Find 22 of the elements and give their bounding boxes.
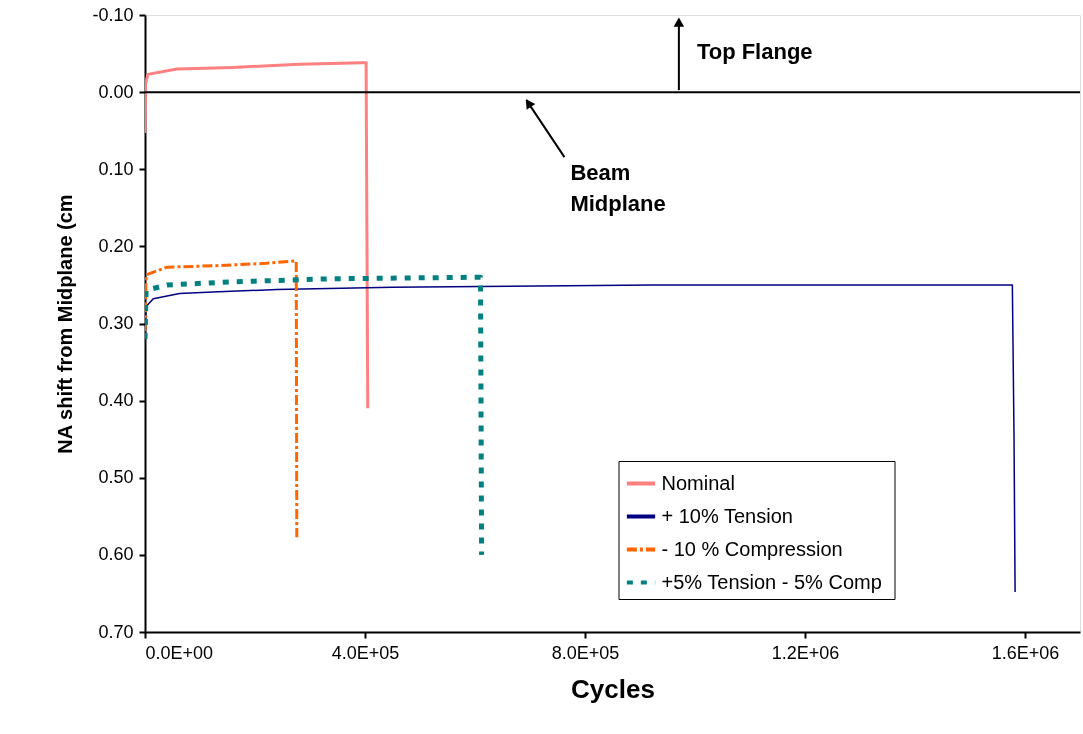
legend-label: + 10% Tension	[661, 504, 793, 527]
y-axis-title: NA shift from Midplane (cm	[54, 194, 77, 454]
x-tick-label: 4.0E+05	[331, 642, 400, 663]
y-tick-label: 0.40	[98, 390, 134, 411]
x-tick-label: 1.2E+06	[771, 642, 840, 663]
legend-label: +5% Tension - 5% Comp	[661, 570, 882, 593]
x-axis-title: Cycles	[571, 673, 655, 704]
y-tick-label: 0.30	[98, 313, 134, 333]
y-tick-label: 0.00	[98, 81, 134, 102]
y-tick-label: 0.10	[98, 158, 134, 179]
legend-label: Nominal	[661, 471, 735, 494]
x-tick-label: 8.0E+05	[551, 642, 620, 663]
y-tick-label: -0.10	[92, 4, 134, 25]
y-tick-label: 0.50	[98, 467, 134, 488]
y-tick-label: 0.60	[98, 544, 134, 565]
annotation: Beam Midplane	[570, 160, 666, 217]
y-tick-label: 0.20	[98, 235, 134, 256]
annotation: Top Flange	[696, 39, 813, 65]
y-tick-label: 0.70	[98, 621, 134, 642]
legend-label: - 10 % Compression	[661, 537, 843, 560]
x-tick-label: 1.6E+06	[991, 642, 1060, 663]
x-tick-label: 0.0E+00	[145, 642, 214, 663]
